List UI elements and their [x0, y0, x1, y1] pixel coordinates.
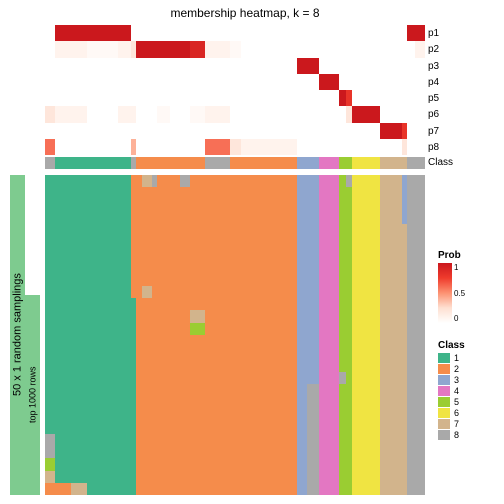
sidebar-inner-label: top 1000 rows — [25, 295, 40, 495]
class-annotation-row — [45, 157, 425, 169]
row-label-p6: p6 — [428, 109, 439, 120]
class-legend: Class 12345678 — [438, 340, 465, 441]
row-label-p3: p3 — [428, 61, 439, 72]
chart-title: membership heatmap, k = 8 — [60, 6, 430, 20]
class-legend-item-4: 4 — [438, 386, 465, 396]
class-legend-item-6: 6 — [438, 408, 465, 418]
gap — [45, 169, 425, 173]
row-label-p8: p8 — [428, 142, 439, 153]
row-label-p5: p5 — [428, 93, 439, 104]
consensus-matrix — [45, 175, 425, 495]
prob-legend: Prob 10.50 — [438, 250, 461, 323]
class-legend-item-2: 2 — [438, 364, 465, 374]
prob-legend-title: Prob — [438, 250, 461, 261]
class-legend-title: Class — [438, 340, 465, 351]
class-legend-item-7: 7 — [438, 419, 465, 429]
class-legend-item-8: 8 — [438, 430, 465, 440]
membership-rows — [45, 25, 425, 155]
sidebar-outer-label: 50 x 1 random samplings — [10, 175, 25, 495]
membership-heatmap: membership heatmap, k = 8 50 x 1 random … — [0, 0, 504, 504]
prob-gradient — [438, 263, 452, 323]
row-label-Class: Class — [428, 157, 453, 168]
row-label-p4: p4 — [428, 77, 439, 88]
class-legend-item-5: 5 — [438, 397, 465, 407]
row-label-p2: p2 — [428, 44, 439, 55]
row-label-p7: p7 — [428, 126, 439, 137]
row-label-p1: p1 — [428, 28, 439, 39]
prob-ticks: 10.50 — [454, 263, 465, 323]
class-legend-item-3: 3 — [438, 375, 465, 385]
class-legend-item-1: 1 — [438, 353, 465, 363]
